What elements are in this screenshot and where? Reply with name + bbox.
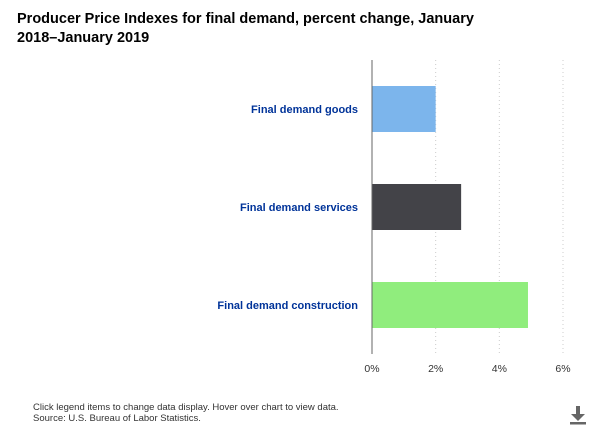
category-labels: Final demand goods Final demand services F… (217, 104, 358, 312)
bar[interactable] (372, 86, 436, 132)
x-tick-label: 0% (364, 363, 379, 375)
chart-title: Producer Price Indexes for final demand,… (17, 11, 474, 46)
chart-instructions: Click legend items to change data displa… (33, 402, 339, 413)
x-tick-label: 2% (428, 363, 443, 375)
download-icon[interactable] (568, 404, 588, 426)
category-label: Final demand goods (251, 104, 358, 116)
chart-source: Source: U.S. Bureau of Labor Statistics. (33, 413, 201, 424)
chart-footer: Click legend items to change data displa… (33, 402, 339, 424)
x-tick-labels: 0% 2% 4% 6% (364, 363, 570, 375)
bar[interactable] (372, 282, 528, 328)
x-tick-label: 4% (492, 363, 507, 375)
bars[interactable] (372, 86, 528, 328)
bar[interactable] (372, 184, 462, 230)
x-tick-label: 6% (555, 363, 570, 375)
category-label: Final demand construction (217, 300, 358, 312)
category-label: Final demand services (240, 202, 358, 214)
